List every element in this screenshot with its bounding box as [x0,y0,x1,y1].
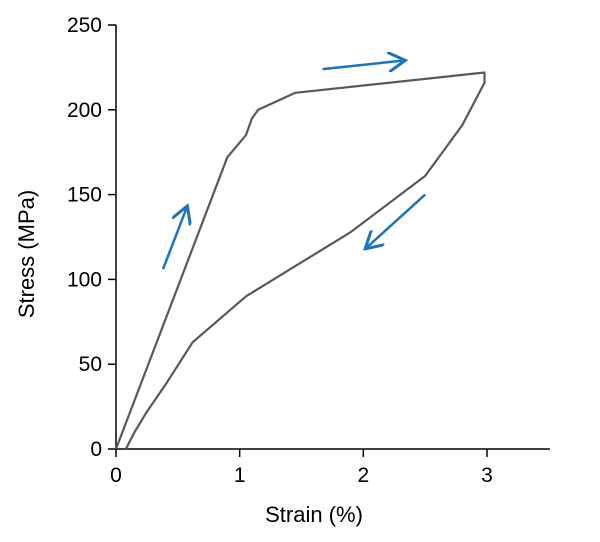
annotation-layer [161,61,427,270]
loading-arrow [161,208,186,270]
ticks: 0 50 100 150 200 250 0 1 2 3 [67,14,493,487]
hysteresis-curve [114,71,486,450]
x-tick-label: 0 [110,464,122,487]
y-tick-label: 200 [67,99,102,122]
plateau-arrow [322,61,403,69]
y-tick-label: 50 [79,353,102,376]
axes [115,25,550,450]
y-axis-title: Stress (MPa) [14,190,39,318]
unloading-arrow [367,193,427,248]
y-tick-label: 100 [67,268,102,291]
x-tick-label: 1 [234,464,246,487]
x-axis-title: Strain (%) [265,502,363,527]
x-tick-label: 3 [481,464,493,487]
y-tick-label: 150 [67,184,102,207]
y-tick-label: 0 [90,438,102,461]
series-layer [114,71,486,450]
x-tick-label: 2 [357,464,369,487]
y-tick-label: 250 [67,14,102,37]
